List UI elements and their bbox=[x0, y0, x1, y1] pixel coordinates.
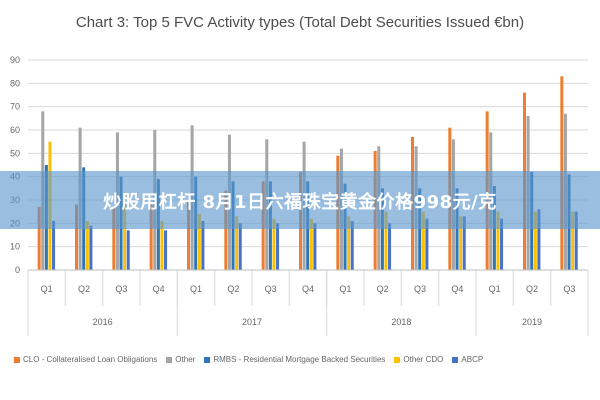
y-tick-label: 10 bbox=[10, 242, 20, 252]
bar-abcp bbox=[425, 218, 429, 270]
bar-other bbox=[533, 211, 537, 270]
legend-label: Other bbox=[175, 355, 196, 364]
bar-abcp bbox=[537, 209, 541, 270]
chart-title: Chart 3: Top 5 FVC Activity types (Total… bbox=[75, 14, 525, 31]
overlay-banner-text: 炒股用杠杆 8月1日六福珠宝黄金价格998元/克 bbox=[103, 192, 497, 213]
x-tick-label: Q2 bbox=[526, 284, 538, 294]
x-tick-label: Q2 bbox=[78, 284, 90, 294]
bar-other bbox=[347, 216, 351, 270]
legend-label: Other CDO bbox=[403, 355, 444, 364]
bar-other bbox=[421, 211, 425, 270]
x-tick-label: Q3 bbox=[414, 284, 426, 294]
y-tick-label: 0 bbox=[15, 265, 20, 275]
bar-other bbox=[123, 204, 127, 270]
legend-label: ABCP bbox=[461, 355, 484, 364]
bar-other bbox=[160, 221, 164, 270]
legend-item: CLO - Collateralised Loan Obligations bbox=[14, 355, 157, 364]
bar-rmbs bbox=[418, 188, 422, 270]
x-tick-label: Q4 bbox=[451, 284, 463, 294]
bar-other bbox=[272, 218, 276, 270]
x-tick-label: Q4 bbox=[302, 284, 314, 294]
legend-swatch bbox=[166, 356, 173, 363]
legend-item: Other CDO bbox=[394, 355, 443, 364]
legend-item: RMBS - Residential Mortgage Backed Secur… bbox=[204, 355, 385, 364]
bar-abcp bbox=[164, 230, 168, 270]
legend-swatch bbox=[204, 356, 211, 363]
y-tick-label: 50 bbox=[10, 148, 20, 158]
bar-other bbox=[197, 214, 201, 270]
x-tick-label: Q1 bbox=[489, 284, 501, 294]
legend-swatch bbox=[452, 356, 459, 363]
x-tick-label: Q1 bbox=[41, 284, 53, 294]
bar-clo bbox=[75, 204, 78, 270]
bar-clo bbox=[149, 202, 153, 270]
overlay-banner bbox=[0, 171, 600, 229]
bar-other bbox=[496, 211, 500, 270]
bar-other bbox=[384, 211, 388, 270]
bar-abcp bbox=[313, 223, 317, 270]
bar-clo bbox=[37, 207, 41, 270]
y-tick-label: 80 bbox=[10, 78, 20, 88]
x-tick-label: Q4 bbox=[153, 284, 165, 294]
bar-abcp bbox=[201, 221, 205, 270]
bar-abcp bbox=[500, 218, 504, 270]
legend-item: ABCP bbox=[452, 355, 483, 364]
bar-abcp bbox=[574, 211, 578, 270]
legend-label: RMBS - Residential Mortgage Backed Secur… bbox=[213, 355, 386, 364]
bar-abcp bbox=[350, 221, 354, 270]
legend-item: Other bbox=[166, 355, 195, 364]
bar-abcp bbox=[52, 221, 56, 270]
x-tick-label: Q3 bbox=[265, 284, 277, 294]
group-label: 2016 bbox=[93, 317, 113, 327]
bar-other bbox=[235, 216, 239, 270]
bar-abcp bbox=[89, 225, 93, 270]
bar-rmbs bbox=[380, 188, 384, 270]
x-tick-label: Q3 bbox=[563, 284, 575, 294]
bar-rmbs bbox=[455, 188, 459, 270]
y-tick-label: 70 bbox=[10, 102, 20, 112]
bar-abcp bbox=[238, 223, 242, 270]
bar-abcp bbox=[126, 230, 130, 270]
bar-other bbox=[85, 221, 89, 270]
group-label: 2017 bbox=[242, 317, 262, 327]
bar-clo bbox=[224, 190, 228, 270]
x-tick-label: Q2 bbox=[377, 284, 389, 294]
x-tick-label: Q2 bbox=[227, 284, 239, 294]
legend-label: CLO - Collateralised Loan Obligations bbox=[23, 355, 158, 364]
bar-clo bbox=[112, 207, 116, 270]
bar-other bbox=[459, 216, 463, 270]
bar-other bbox=[571, 211, 575, 270]
y-tick-label: 60 bbox=[10, 125, 20, 135]
x-tick-label: Q1 bbox=[190, 284, 202, 294]
x-tick-label: Q1 bbox=[339, 284, 351, 294]
group-label: 2019 bbox=[522, 317, 542, 327]
legend-swatch bbox=[14, 356, 20, 363]
x-tick-label: Q3 bbox=[115, 284, 127, 294]
bar-abcp bbox=[462, 216, 466, 270]
bar-clo bbox=[187, 200, 190, 270]
chart-legend: CLO - Collateralised Loan Obligations Oth… bbox=[14, 355, 594, 364]
bar-other bbox=[309, 218, 313, 270]
bar-abcp bbox=[388, 223, 392, 270]
legend-swatch bbox=[394, 356, 401, 363]
bar-abcp bbox=[276, 223, 280, 270]
group-label: 2018 bbox=[391, 317, 411, 327]
y-tick-label: 90 bbox=[10, 55, 20, 65]
